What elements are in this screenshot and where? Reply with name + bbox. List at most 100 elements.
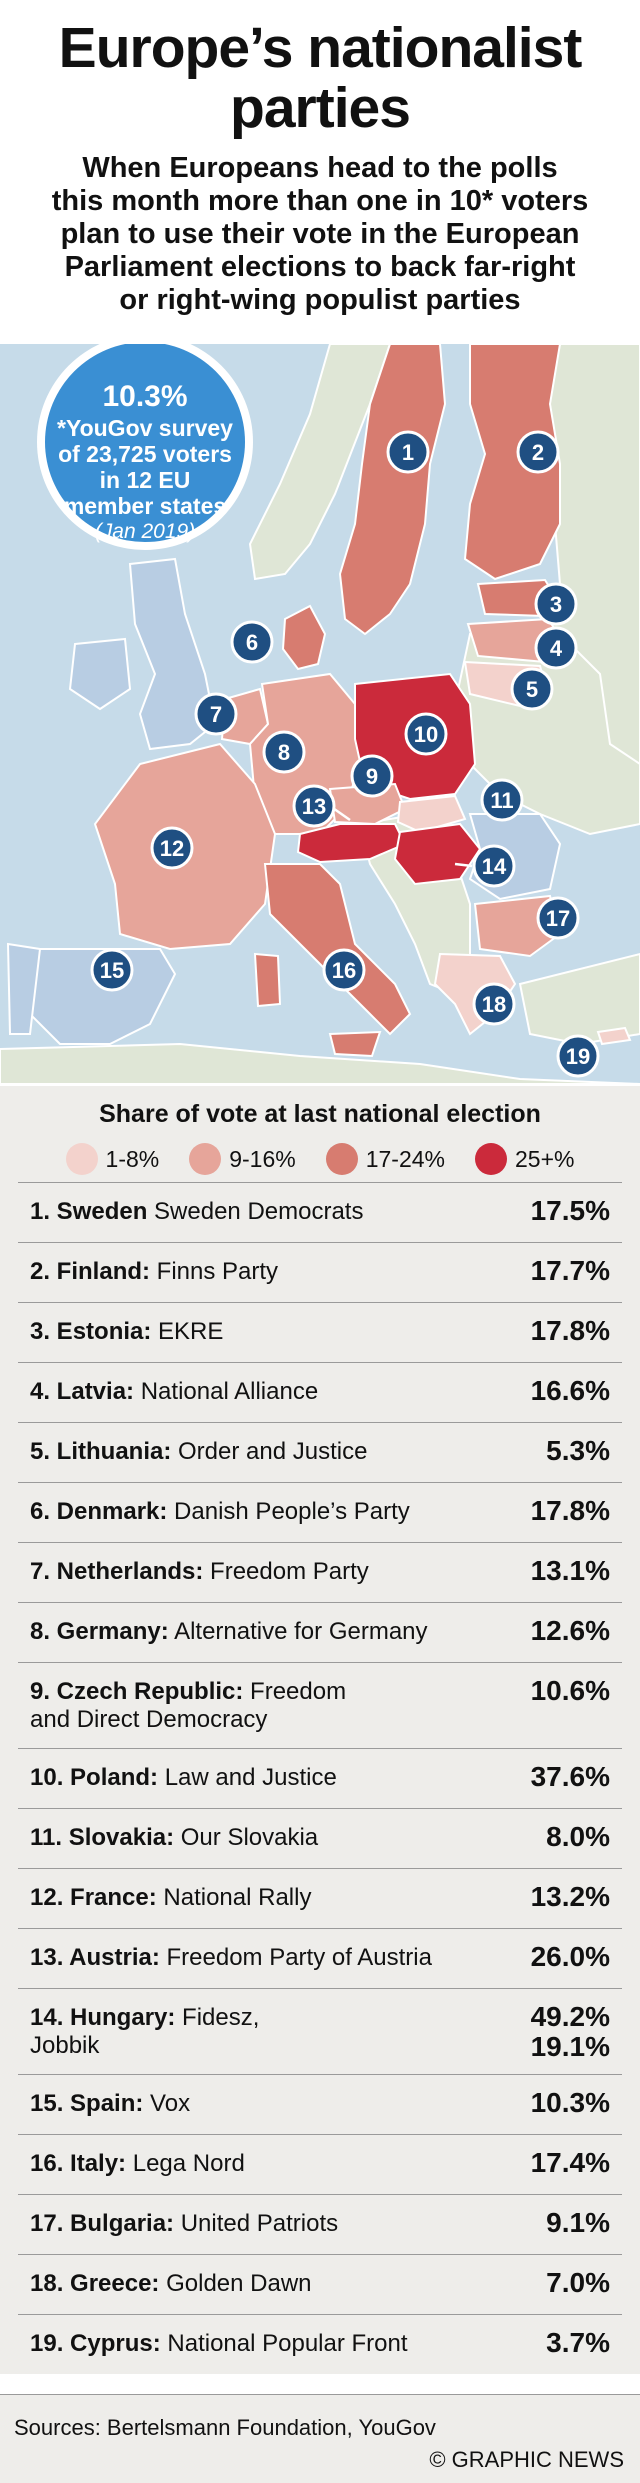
country-name: 13. Austria: — [30, 1944, 160, 1971]
vote-share: 17.8% — [530, 1495, 610, 1526]
subtitle-line: plan to use their vote in the European — [60, 218, 580, 250]
vote-share: 3.7% — [546, 2327, 610, 2358]
party-name: Vox — [143, 2090, 191, 2117]
country-name: 10. Poland: — [30, 1764, 159, 1791]
vote-share: 7.0% — [546, 2267, 610, 2298]
country-name: 11. Slovakia: — [30, 1824, 175, 1851]
legend-label: 9-16% — [229, 1145, 296, 1172]
map-marker-12: 12 — [150, 826, 194, 870]
credit: © GRAPHIC NEWS — [429, 2447, 624, 2472]
country-name: 9. Czech Republic: — [30, 1678, 244, 1705]
legend-swatch — [65, 1143, 98, 1175]
north-africa-land — [0, 1042, 640, 1084]
svg-text:1: 1 — [402, 440, 414, 465]
country-name: 16. Italy: — [30, 2150, 127, 2177]
leader-line — [454, 862, 473, 868]
bubble-line: member states — [64, 493, 226, 519]
legend-label: 17-24% — [365, 1145, 445, 1172]
legend-item: 25+% — [475, 1143, 574, 1175]
table-row: 18. Greece: Golden Dawn 7.0% — [18, 2254, 622, 2314]
party-name: Golden Dawn — [159, 2270, 312, 2297]
svg-text:6: 6 — [246, 630, 258, 655]
bubble-fill — [45, 344, 245, 542]
table-row: 13. Austria: Freedom Party of Austria 26.… — [18, 1928, 622, 1988]
row-label: 12. France: National Rally — [30, 1884, 500, 1912]
party-name: EKRE — [151, 1318, 224, 1345]
subtitle-line: or right-wing populist parties — [119, 284, 521, 316]
row-label: 18. Greece: Golden Dawn — [30, 2270, 500, 2298]
table-row: 19. Cyprus: National Popular Front 3.7% — [18, 2314, 622, 2374]
vote-share: 17.7% — [530, 1255, 610, 1286]
region-sicily — [328, 1030, 382, 1058]
header: Europe’s nationalist parties When Europe… — [0, 0, 640, 317]
country-name: 18. Greece: — [30, 2270, 160, 2297]
map-marker-9: 9 — [350, 754, 394, 798]
party-name: United Patriots — [174, 2210, 339, 2237]
map-marker-1: 1 — [386, 430, 430, 474]
row-label: 4. Latvia: National Alliance — [30, 1378, 500, 1406]
svg-text:11: 11 — [490, 788, 513, 813]
legend-swatch — [325, 1143, 358, 1175]
sources: Sources: Bertelsmann Foundation, YouGov — [14, 2415, 436, 2440]
vote-share: 5.3% — [546, 1435, 610, 1466]
svg-text:13: 13 — [302, 794, 326, 819]
row-label: 8. Germany: Alternative for Germany — [30, 1618, 500, 1646]
svg-text:16: 16 — [332, 958, 356, 983]
legend-swatch — [189, 1143, 222, 1175]
legend-label: 25+% — [515, 1145, 575, 1172]
subtitle: When Europeans head to the polls this mo… — [18, 152, 622, 317]
survey-bubble: 10.3% *YouGov survey of 23,725 voters in… — [37, 344, 253, 550]
country-name: 12. France: — [30, 1884, 157, 1911]
party-name: Our Slovakia — [174, 1824, 319, 1851]
vote-share: 49.2% 19.1% — [531, 2002, 610, 2062]
bubble-figure: 10.3% — [102, 380, 187, 413]
region-hungary — [393, 822, 482, 886]
country-name: 19. Cyprus: — [30, 2330, 161, 2357]
map-marker-19: 19 — [556, 1034, 600, 1078]
vote-share: 17.4% — [530, 2147, 610, 2178]
row-label: 2. Finland: Finns Party — [30, 1258, 500, 1286]
legend: Share of vote at last national election … — [0, 1086, 640, 1182]
vote-share: 13.1% — [530, 1555, 610, 1586]
map-marker-8: 8 — [262, 730, 306, 774]
region-sardinia — [253, 952, 282, 1008]
party-name-continued: and Direct Democracy — [30, 1706, 268, 1733]
vote-share-first: 49.2% — [530, 2001, 610, 2032]
map-marker-18: 18 — [472, 982, 516, 1026]
country-name: 6. Denmark: — [30, 1498, 168, 1525]
europe-map: 10.3% *YouGov survey of 23,725 voters in… — [0, 344, 640, 1084]
vote-share: 9.1% — [546, 2207, 610, 2238]
bubble-line: *YouGov survey — [57, 415, 233, 441]
country-name: 15. Spain: — [30, 2090, 144, 2117]
country-name: 8. Germany: — [30, 1618, 169, 1645]
row-label: 14. Hungary: Fidesz, Jobbik — [30, 2004, 500, 2060]
table-row: 12. France: National Rally 13.2% — [18, 1868, 622, 1928]
svg-text:18: 18 — [482, 992, 506, 1017]
region-finland — [463, 344, 562, 581]
svg-text:2: 2 — [532, 440, 544, 465]
subtitle-line: When Europeans head to the polls — [82, 152, 558, 184]
table-row: 8. Germany: Alternative for Germany 12.6% — [18, 1602, 622, 1662]
map-marker-2: 2 — [516, 430, 560, 474]
results-table: 1. Sweden Sweden Democrats 17.5% 2. Finla… — [0, 1182, 640, 2374]
region-ireland — [68, 637, 132, 711]
party-name: Sweden Democrats — [147, 1198, 364, 1225]
row-label: 3. Estonia: EKRE — [30, 1318, 500, 1346]
row-label: 17. Bulgaria: United Patriots — [30, 2210, 500, 2238]
svg-text:12: 12 — [160, 836, 184, 861]
svg-text:15: 15 — [100, 958, 124, 983]
vote-share: 8.0% — [546, 1821, 610, 1852]
vote-share: 10.3% — [530, 2087, 610, 2118]
region-italy — [263, 863, 412, 1036]
bubble-line: in 12 EU — [100, 467, 191, 493]
map-marker-16: 16 — [322, 948, 366, 992]
map-marker-13: 13 — [292, 784, 336, 828]
svg-text:7: 7 — [210, 702, 222, 727]
party-name: Order and Justice — [171, 1438, 368, 1465]
table-row: 17. Bulgaria: United Patriots 9.1% — [18, 2194, 622, 2254]
vote-share: 10.6% — [530, 1675, 610, 1706]
region-denmark — [281, 604, 327, 671]
svg-text:14: 14 — [482, 854, 507, 879]
bubble-date: (Jan 2019) — [95, 520, 195, 543]
